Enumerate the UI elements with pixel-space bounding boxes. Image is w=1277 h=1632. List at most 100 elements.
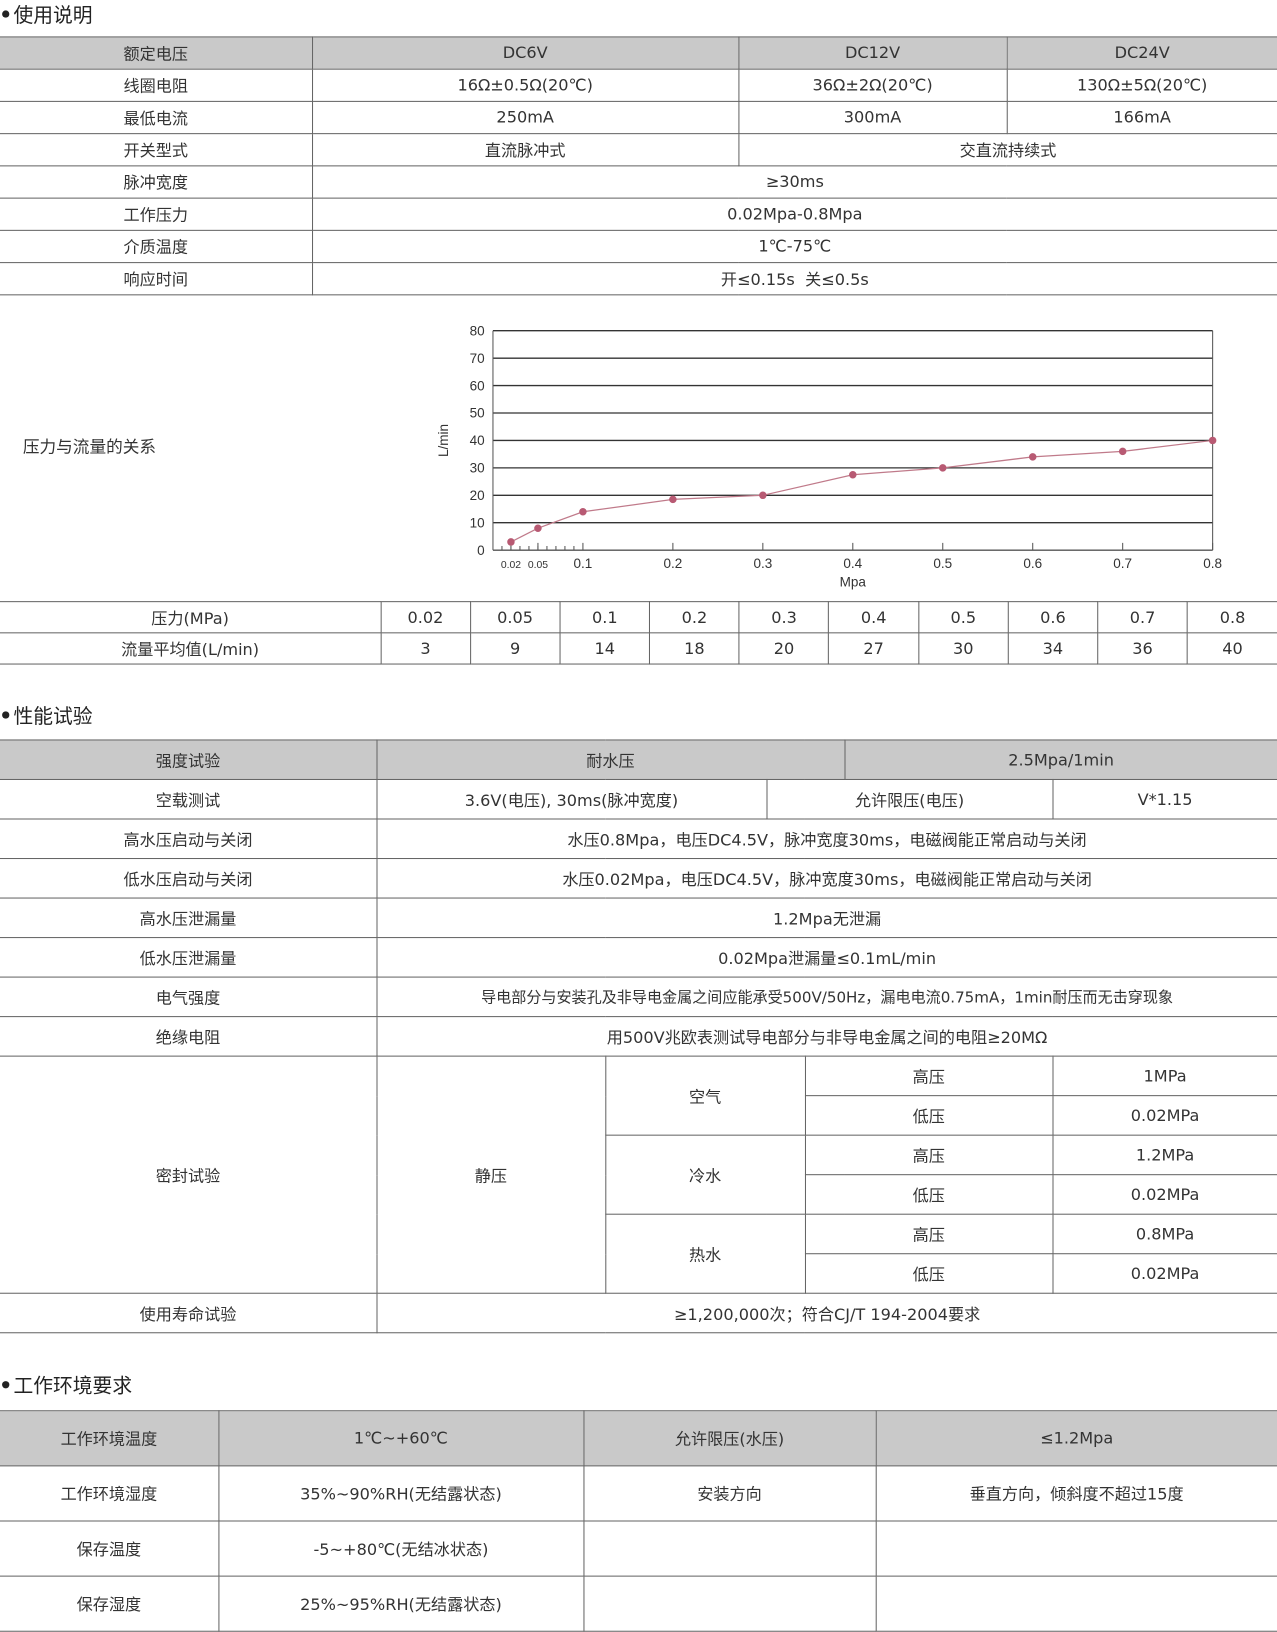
x-axis-label: Mpa xyxy=(840,575,867,590)
cell: 0.02MPa xyxy=(1051,1174,1277,1215)
table-row: 低压 0.02MPa xyxy=(0,1174,1277,1215)
cell: 2.5Mpa/1min xyxy=(843,739,1277,780)
table-row: 电气强度 导电部分与安装孔及非导电金属之间应能承受500V/50Hz，漏电电流0… xyxy=(0,976,1277,1018)
data-point xyxy=(534,524,542,532)
cell: 垂直方向，倾斜度不超过15度 xyxy=(875,1465,1277,1522)
table-row: 工作环境湿度 35%~90%RH(无结露状态) 安装方向 垂直方向，倾斜度不超过… xyxy=(0,1465,1277,1522)
cell: 1℃-75℃ xyxy=(311,229,1277,264)
cell: 脉冲宽度 xyxy=(0,165,313,199)
table-row: 介质温度 1℃-75℃ xyxy=(0,229,1277,264)
cell: 低压 xyxy=(804,1253,1054,1294)
x-tick-label: 0.7 xyxy=(1113,556,1132,571)
cell: 0.8 xyxy=(1186,601,1277,634)
x-tick-label: 0.8 xyxy=(1203,556,1222,571)
table-row: 最低电流 250mA 300mA 166mA xyxy=(0,100,1277,135)
cell xyxy=(582,1520,877,1577)
table-row: 使用寿命试验 ≥1,200,000次；符合CJ/T 194-2004要求 xyxy=(0,1292,1277,1334)
y-tick-label: 50 xyxy=(470,406,485,421)
bullet-icon xyxy=(2,711,10,719)
y-tick-label: 60 xyxy=(470,378,485,393)
table-row: 压力(MPa) 0.02 0.05 0.1 0.2 0.3 0.4 0.5 0.6 0.7 0.8 xyxy=(0,601,1277,634)
cell: V*1.15 xyxy=(1051,778,1277,820)
cell xyxy=(582,1575,877,1632)
cell: 压力(MPa) xyxy=(0,601,382,634)
cell: 耐水压 xyxy=(375,739,846,780)
table-row: 高水压启动与关闭 水压0.8Mpa，电压DC4.5V，脉冲宽度30ms，电磁阀能… xyxy=(0,818,1277,860)
section-title-text: 工作环境要求 xyxy=(13,1374,133,1398)
cell: 使用寿命试验 xyxy=(0,1292,377,1334)
cell: 250mA xyxy=(311,100,739,135)
data-point xyxy=(1028,453,1037,461)
cell: 保存湿度 xyxy=(0,1575,219,1632)
cell: 低压 xyxy=(804,1095,1054,1136)
x-tick-label: 0.05 xyxy=(528,560,548,571)
cell: 1.2Mpa无泄漏 xyxy=(375,897,1277,939)
cell: 低水压泄漏量 xyxy=(0,937,377,978)
cell: 0.2 xyxy=(649,601,740,634)
cell: 0.7 xyxy=(1097,601,1188,634)
cell: 直流脉冲式 xyxy=(311,133,739,167)
cell: 水压0.02Mpa，电压DC4.5V，脉冲宽度30ms，电磁阀能正常启动与关闭 xyxy=(375,857,1277,899)
cell: 300mA xyxy=(737,100,1008,135)
cell: 额定电压 xyxy=(0,36,313,70)
cell: 0.8MPa xyxy=(1051,1213,1277,1255)
cell: 热水 xyxy=(605,1213,806,1294)
table-row: 低水压泄漏量 0.02Mpa泄漏量≤0.1mL/min xyxy=(0,937,1277,978)
cell: 1MPa xyxy=(1051,1055,1277,1097)
chart-label: 压力与流量的关系 xyxy=(22,436,157,457)
y-axis-label: L/min xyxy=(436,424,451,457)
table-row: 冷水 高压 1.2MPa xyxy=(0,1134,1277,1215)
data-point xyxy=(759,491,767,500)
cell: 27 xyxy=(828,632,920,665)
cell: DC12V xyxy=(737,36,1008,70)
cell: 响应时间 xyxy=(0,262,313,296)
cell: 安装方向 xyxy=(582,1465,877,1522)
table-row: 高水压泄漏量 1.2Mpa无泄漏 xyxy=(0,897,1277,939)
cell: 冷水 xyxy=(605,1134,806,1215)
cell: 强度试验 xyxy=(0,739,377,780)
data-point xyxy=(507,538,515,546)
cell: 0.02Mpa泄漏量≤0.1mL/min xyxy=(375,937,1277,978)
data-point xyxy=(939,464,947,472)
cell: 3 xyxy=(380,632,471,665)
cell: 保存温度 xyxy=(0,1520,219,1577)
section-title-environment: 工作环境要求 xyxy=(2,1371,132,1399)
cell: 允许限压(电压) xyxy=(765,778,1054,820)
cell: 低压 xyxy=(804,1174,1054,1215)
cell: 1.2MPa xyxy=(1051,1134,1277,1176)
cell: 工作环境温度 xyxy=(0,1410,219,1467)
cell: 用500V兆欧表测试导电部分与非导电金属之间的电阻≥20MΩ xyxy=(375,1016,1277,1057)
data-point xyxy=(1208,436,1217,445)
cell xyxy=(875,1575,1277,1632)
cell: 1℃~+60℃ xyxy=(217,1410,584,1467)
table-row: 响应时间 开≤0.15s 关≤0.5s xyxy=(0,262,1277,296)
cell: 18 xyxy=(649,632,740,665)
x-tick-label: 0.2 xyxy=(663,556,682,571)
y-tick-label: 20 xyxy=(470,488,485,503)
cell: 0.02Mpa-0.8Mpa xyxy=(311,197,1277,231)
cell: 流量平均值(L/min) xyxy=(0,632,382,665)
table-row: 保存湿度 25%~95%RH(无结露状态) xyxy=(0,1575,1277,1632)
series-line xyxy=(510,439,1213,543)
cell: 0.05 xyxy=(469,601,561,634)
cell: 40 xyxy=(1186,632,1277,665)
cell: 绝缘电阻 xyxy=(0,1016,377,1057)
cell: 空载测试 xyxy=(0,778,377,820)
cell xyxy=(875,1520,1277,1577)
flow-table: 压力(MPa) 0.02 0.05 0.1 0.2 0.3 0.4 0.5 0.6 0.7 0.8… xyxy=(0,601,1277,665)
table-row: 低水压启动与关闭 水压0.02Mpa，电压DC4.5V，脉冲宽度30ms，电磁阀… xyxy=(0,857,1277,899)
table-row: 低压 0.02MPa xyxy=(0,1095,1277,1136)
cell: 34 xyxy=(1007,632,1099,665)
cell: 166mA xyxy=(1006,100,1277,135)
cell: 0.5 xyxy=(917,601,1009,634)
section-title-text: 性能试验 xyxy=(13,705,93,728)
performance-table: 强度试验 耐水压 2.5Mpa/1min 空载测试 3.6V(电压), 30ms… xyxy=(0,739,1277,1334)
cell: 允许限压(水压) xyxy=(582,1410,877,1467)
table-row: 脉冲宽度 ≥30ms xyxy=(0,165,1277,199)
cell: 线圈电阻 xyxy=(0,68,313,102)
data-point xyxy=(1118,447,1127,456)
data-point xyxy=(849,470,857,479)
cell: 介质温度 xyxy=(0,229,313,264)
table-row: 保存温度 -5~+80℃(无结冰状态) xyxy=(0,1520,1277,1577)
table-row: 开关型式 直流脉冲式 交直流持续式 xyxy=(0,133,1277,167)
